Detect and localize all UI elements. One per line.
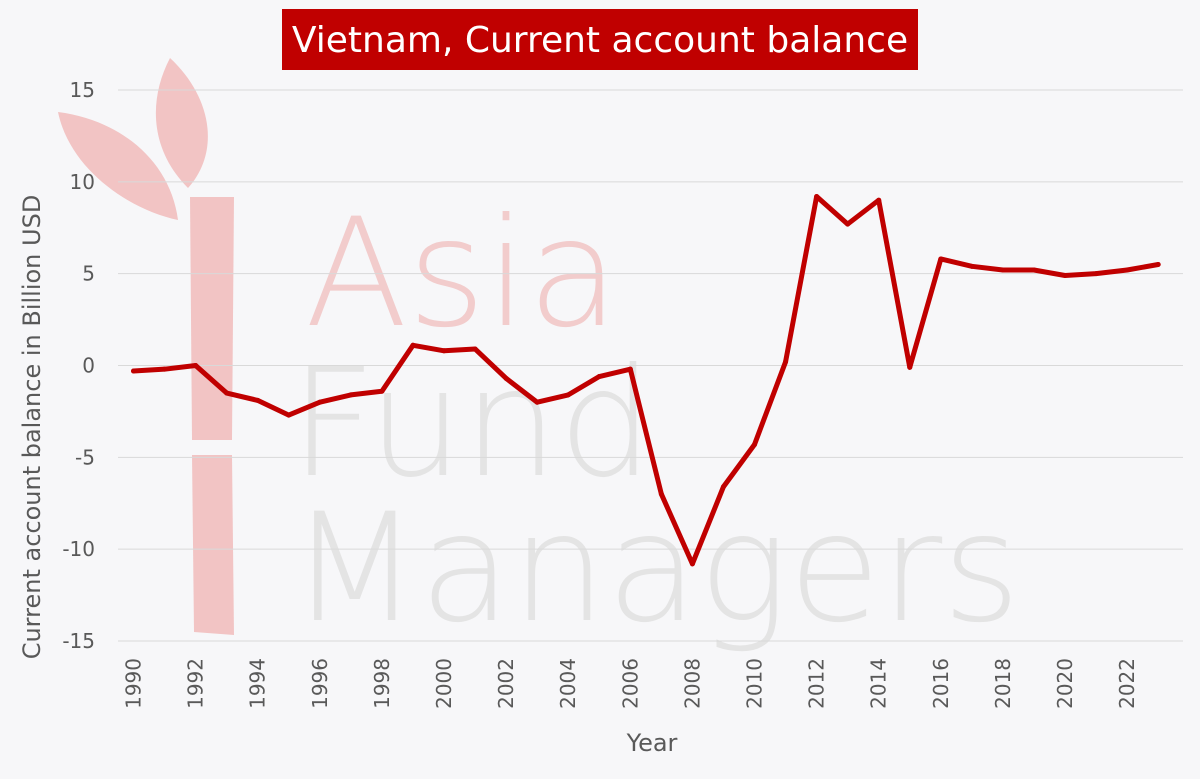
data-point: [317, 399, 323, 405]
data-point: [969, 263, 975, 269]
x-tick-label: 2000: [432, 658, 456, 709]
x-tick-label: 2016: [929, 658, 953, 709]
x-tick-label: 2022: [1115, 658, 1139, 709]
data-point: [255, 397, 261, 403]
data-point: [162, 366, 168, 372]
data-point: [1155, 261, 1161, 267]
x-tick-label: 1992: [184, 658, 208, 709]
series-line-current-account: [131, 194, 1161, 567]
data-point: [565, 392, 571, 398]
data-point: [503, 375, 509, 381]
watermark-word-managers: Managers: [290, 482, 1020, 656]
data-point: [1000, 267, 1006, 273]
x-tick-label: 2020: [1053, 658, 1077, 709]
data-point: [596, 374, 602, 380]
x-axis-ticks: 1990 1992 1994 1996 1998 2000 2002 2004 2006 2008…: [122, 658, 1140, 709]
y-tick-label: -10: [62, 537, 95, 561]
data-point: [131, 368, 137, 374]
data-point: [938, 256, 944, 262]
data-point: [658, 491, 664, 497]
y-tick-label: 10: [70, 170, 95, 194]
x-tick-label: 2004: [556, 658, 580, 709]
x-tick-label: 2006: [618, 658, 642, 709]
data-point: [845, 221, 851, 227]
data-point: [224, 390, 230, 396]
y-tick-label: -5: [75, 445, 95, 469]
data-point: [1031, 267, 1037, 273]
x-tick-label: 1998: [370, 658, 394, 709]
x-tick-label: 2014: [867, 658, 891, 709]
data-point: [720, 484, 726, 490]
data-point: [627, 366, 633, 372]
watermark: Asia Fund Managers: [58, 58, 1020, 656]
x-tick-label: 1990: [122, 658, 146, 709]
y-tick-label: 15: [70, 78, 95, 102]
data-point: [689, 561, 695, 567]
title-text: Vietnam, Current account balance: [292, 20, 908, 61]
x-tick-label: 2012: [805, 658, 829, 709]
data-point: [783, 359, 789, 365]
y-axis-ticks: 15 10 5 0 -5 -10 -15: [62, 78, 95, 653]
series-layer: [131, 194, 1161, 567]
watermark-leaf-right: [155, 58, 208, 188]
data-point: [1093, 271, 1099, 277]
data-point: [876, 197, 882, 203]
data-point: [286, 412, 292, 418]
watermark-stem-top: [190, 197, 234, 440]
y-tick-label: -15: [62, 629, 95, 653]
data-point: [1124, 267, 1130, 273]
x-tick-label: 1994: [246, 658, 270, 709]
y-axis-title: Current account balance in Billion USD: [18, 195, 46, 660]
data-point: [410, 342, 416, 348]
x-tick-label: 2002: [494, 658, 518, 709]
x-tick-label: 1996: [308, 658, 332, 709]
chart-title: Vietnam, Current account balance: [282, 9, 918, 70]
data-point: [379, 388, 385, 394]
title-background: [282, 9, 918, 70]
data-point: [441, 348, 447, 354]
data-point: [534, 399, 540, 405]
gridlines: [118, 89, 1183, 642]
x-tick-label: 2010: [743, 658, 767, 709]
watermark-stem-bottom: [192, 455, 234, 635]
data-point: [752, 441, 758, 447]
x-tick-label: 2008: [680, 658, 704, 709]
y-tick-label: 0: [82, 354, 95, 378]
data-point: [907, 364, 913, 370]
x-tick-label: 2018: [991, 658, 1015, 709]
data-point: [814, 194, 820, 200]
data-point: [1062, 273, 1068, 279]
data-point: [193, 363, 199, 368]
x-axis-title: Year: [626, 729, 678, 757]
watermark-leaf-left: [58, 112, 178, 220]
y-tick-label: 5: [82, 262, 95, 286]
data-point: [348, 392, 354, 398]
data-point: [472, 346, 478, 352]
